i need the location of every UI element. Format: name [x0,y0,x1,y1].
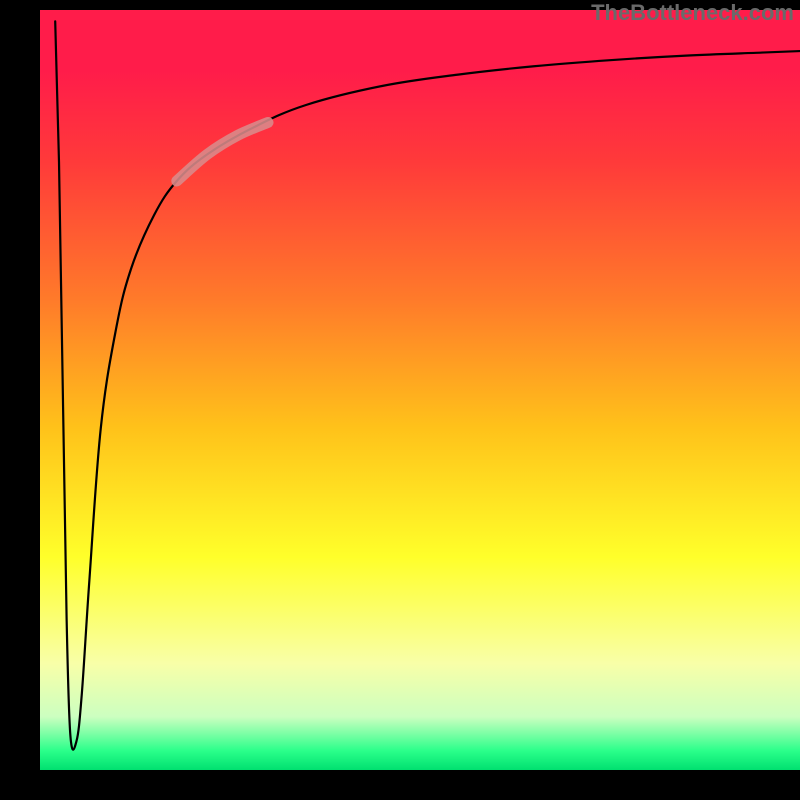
watermark-text: TheBottleneck.com [591,0,794,26]
plot-background [40,10,800,770]
chart-container: TheBottleneck.com [0,0,800,800]
chart-svg [40,10,800,770]
plot-area [40,10,800,770]
